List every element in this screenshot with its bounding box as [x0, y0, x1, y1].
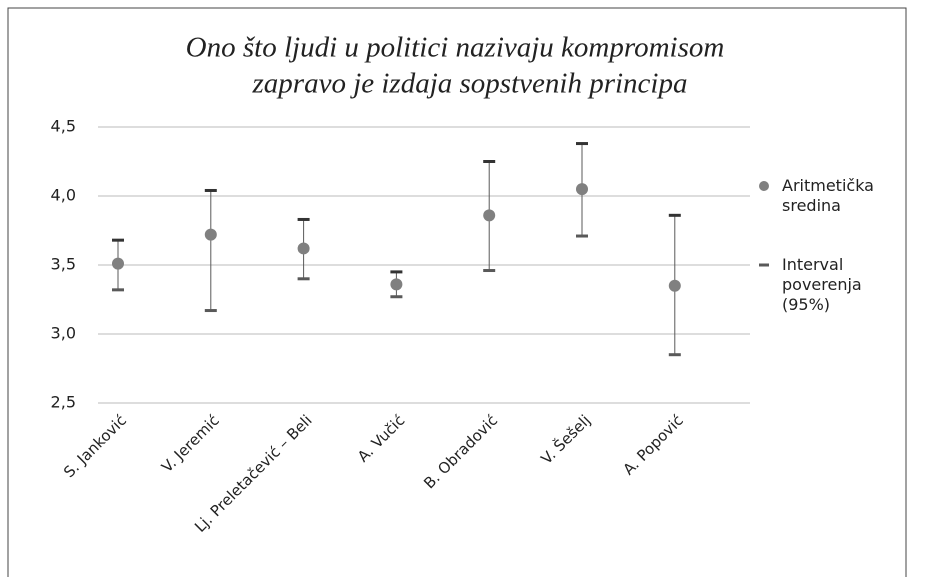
x-tick-label: V. Jeremić — [158, 411, 223, 476]
y-tick-label: 4,5 — [51, 117, 76, 136]
x-tick-label: A. Vučić — [354, 411, 408, 465]
mean-point — [112, 257, 124, 270]
y-tick-label: 2,5 — [51, 393, 76, 412]
x-tick-label: B. Obradović — [420, 411, 501, 492]
mean-point — [668, 279, 681, 292]
x-tick-label: V. Šešelj — [537, 411, 594, 468]
frame — [7, 7, 907, 577]
legend-label: Interval poverenja (95%) — [782, 255, 862, 314]
y-tick-label: 4,0 — [51, 186, 76, 205]
mean-point — [297, 242, 310, 255]
x-tick-label: S. Janković — [60, 411, 130, 481]
y-tick-label: 3,0 — [51, 324, 76, 343]
chart-title: Ono što ljudi u politici nazivaju kompro… — [186, 32, 725, 64]
legend-marker — [759, 181, 769, 191]
legend-label: Aritmetička sredina — [782, 176, 874, 215]
chart-title: zapravo je izdaja sopstvenih principa — [252, 68, 688, 100]
y-tick-label: 3,5 — [51, 255, 76, 274]
mean-point — [390, 278, 403, 291]
x-tick-label: A. Popović — [619, 411, 686, 478]
mean-point — [204, 228, 217, 241]
mean-point — [483, 209, 496, 222]
mean-point — [576, 183, 588, 196]
